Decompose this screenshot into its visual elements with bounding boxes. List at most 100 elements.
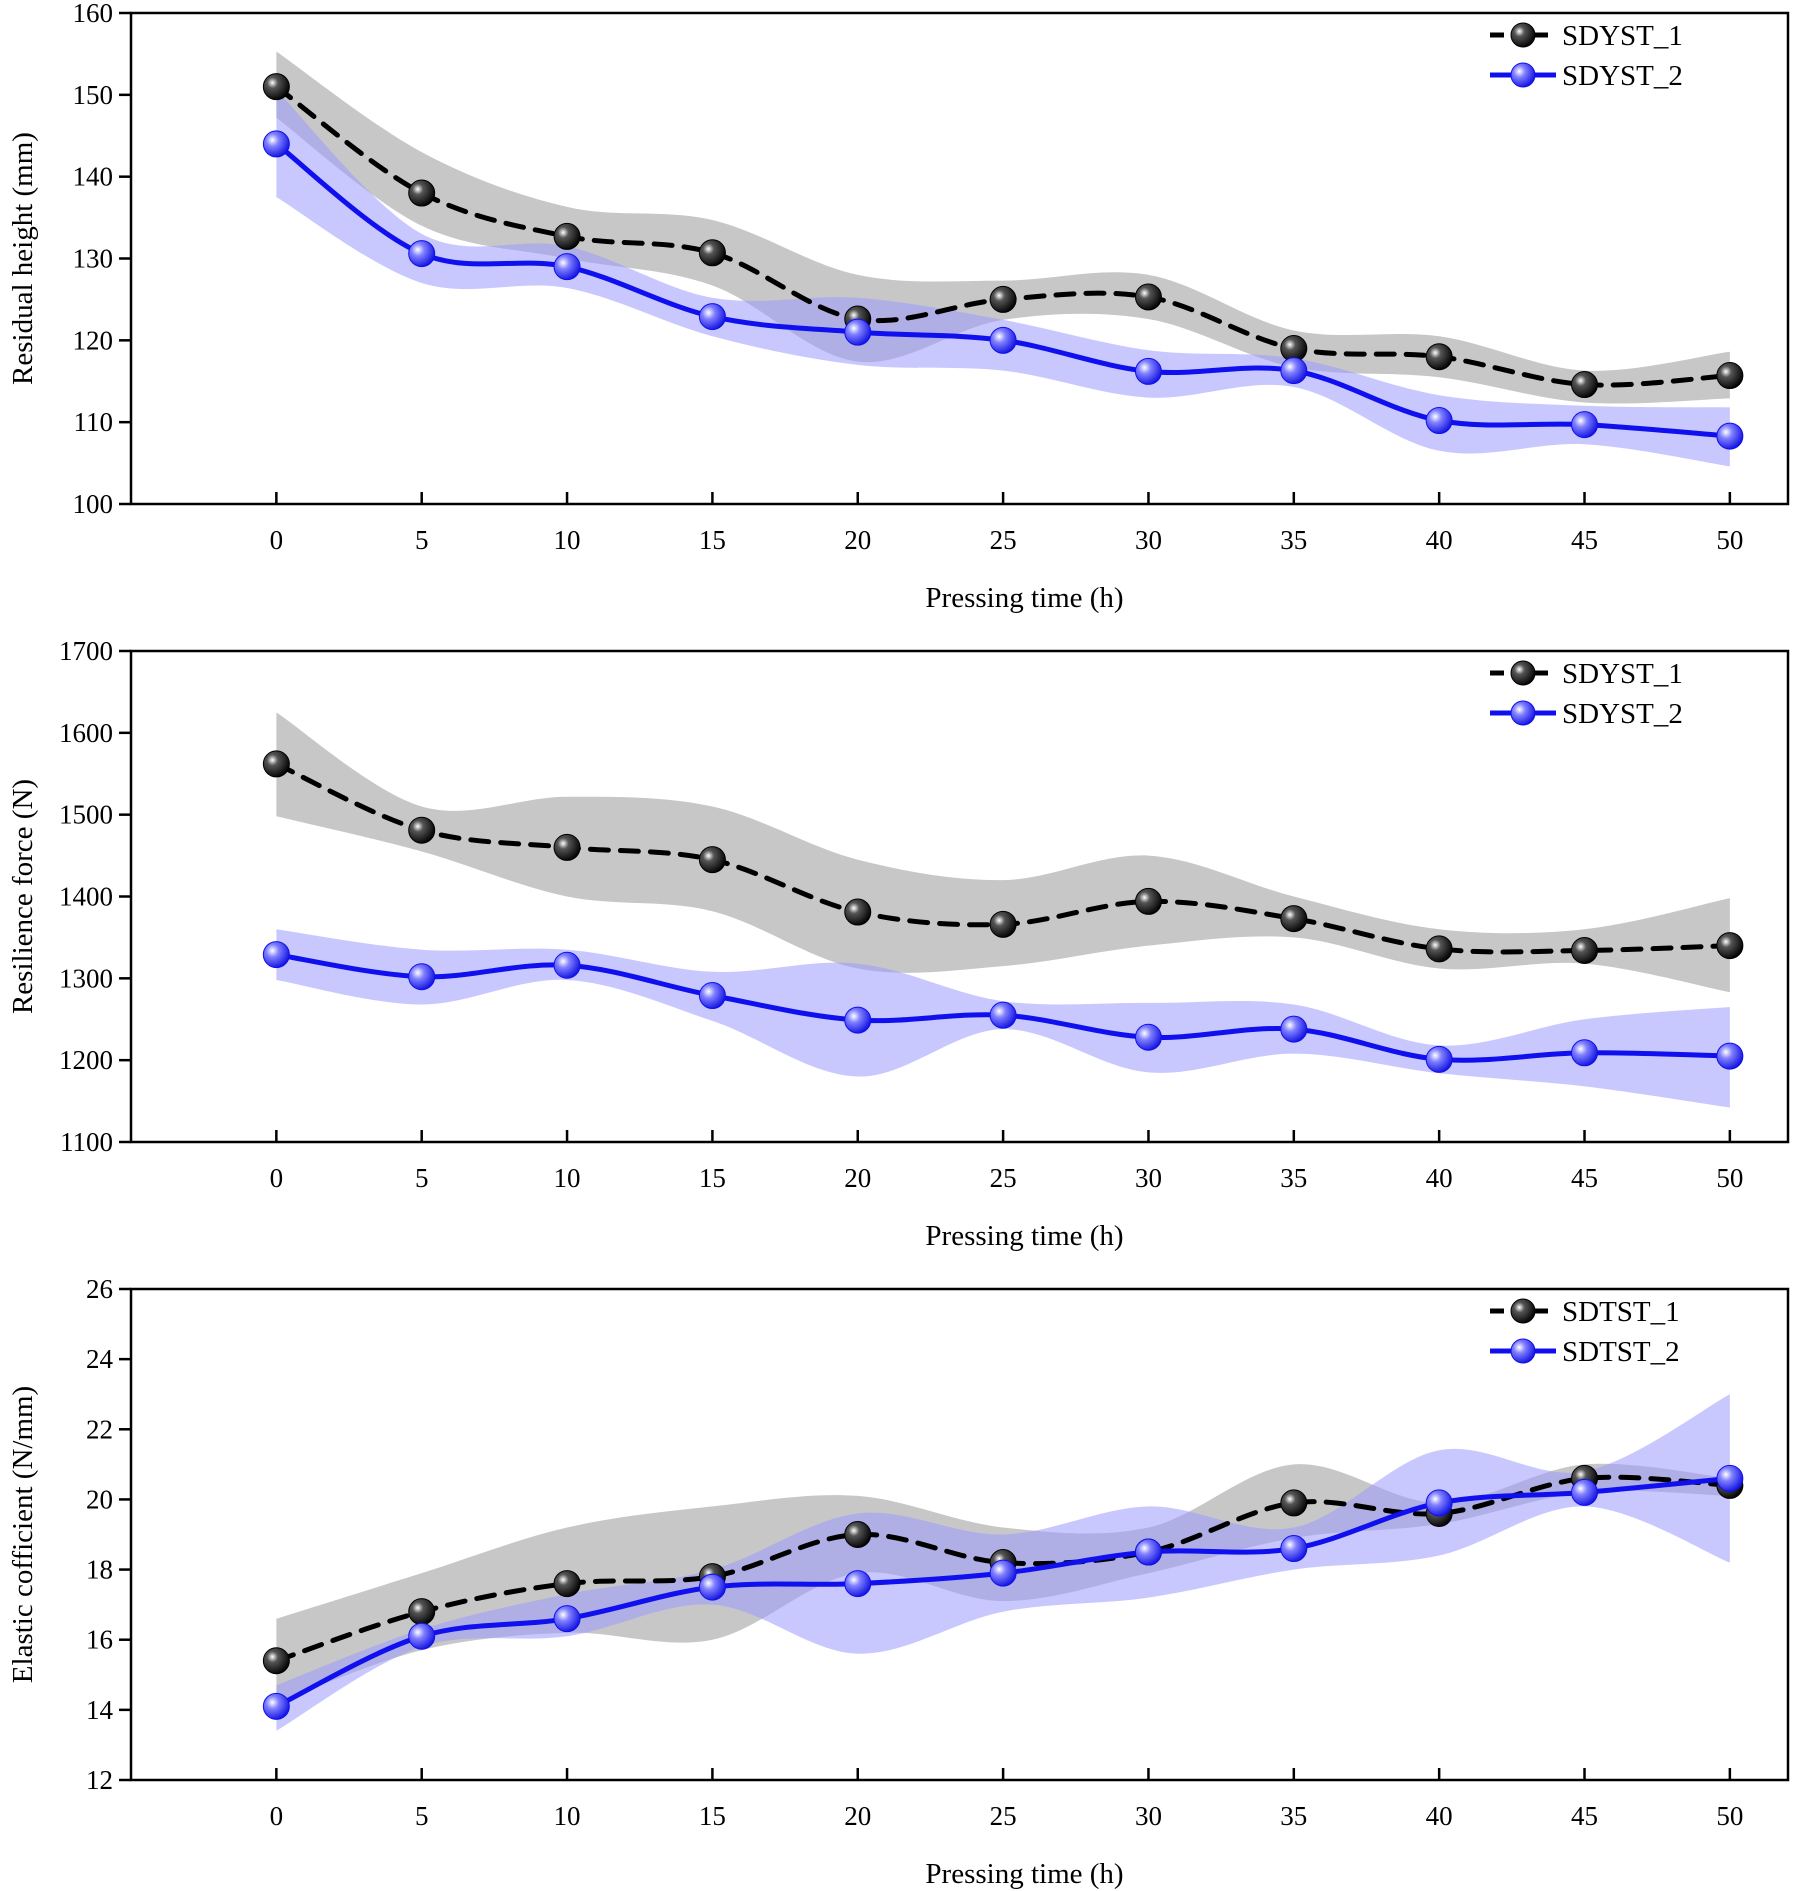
legend-label-2: SDYST_2 (1562, 698, 1683, 730)
legend-marker-1 (1510, 660, 1536, 686)
data-point-sdtst-2 (1425, 1489, 1453, 1517)
data-point-sdyst-2 (1571, 411, 1599, 439)
data-point-sdtst-2 (1571, 1478, 1599, 1506)
x-tick-label: 0 (270, 525, 284, 555)
data-point-sdyst-2 (1716, 422, 1744, 450)
x-tick-label: 25 (990, 1163, 1017, 1193)
data-point-sdtst-1 (844, 1521, 872, 1548)
legend-marker-1 (1510, 1298, 1536, 1324)
x-tick-label: 30 (1135, 1163, 1162, 1193)
data-point-sdtst-1 (262, 1647, 290, 1675)
x-tick-label: 45 (1571, 525, 1598, 555)
data-point-sdyst-2 (262, 941, 290, 969)
data-point-sdtst-1 (553, 1570, 581, 1598)
data-point-sdyst-2 (698, 982, 726, 1010)
x-tick-label: 10 (554, 1801, 581, 1831)
data-point-sdyst-1 (262, 750, 290, 778)
y-tick-label: 1600 (59, 718, 113, 748)
y-axis-title: Elastic cofficient (N/mm) (7, 1386, 39, 1683)
x-tick-label: 40 (1426, 525, 1453, 555)
data-point-sdyst-1 (1571, 371, 1599, 399)
y-tick-label: 1200 (59, 1045, 113, 1075)
chart-panel-3: 12 14 16 18 20 22 24 26 0 5 10 15 20 25 30 35 40 45 50 Pres… (7, 1274, 1790, 1890)
y-tick-label: 160 (73, 0, 114, 28)
data-point-sdyst-1 (1716, 362, 1744, 390)
x-tick-label: 40 (1426, 1163, 1453, 1193)
data-point-sdtst-2 (1134, 1538, 1162, 1566)
x-tick-label: 40 (1426, 1801, 1453, 1831)
x-tick-label: 15 (699, 525, 726, 555)
y-tick-label: 20 (86, 1484, 113, 1514)
x-tick-label: 45 (1571, 1801, 1598, 1831)
legend-label-1: SDYST_1 (1562, 20, 1683, 52)
x-tick-label: 50 (1716, 1163, 1743, 1193)
data-point-sdyst-2 (553, 951, 581, 979)
y-tick-label: 110 (74, 407, 114, 437)
data-point-sdtst-2 (553, 1605, 581, 1633)
data-point-sdyst-2 (1425, 407, 1453, 435)
x-tick-label: 15 (699, 1163, 726, 1193)
data-point-sdtst-2 (989, 1559, 1017, 1587)
data-point-sdyst-1 (698, 239, 726, 267)
x-tick-label: 15 (699, 1801, 726, 1831)
x-tick-label: 50 (1716, 1801, 1743, 1831)
data-point-sdyst-1 (408, 816, 436, 844)
x-tick-label: 30 (1135, 1801, 1162, 1831)
x-tick-label: 45 (1571, 1163, 1598, 1193)
data-point-sdyst-2 (844, 318, 872, 346)
x-tick-label: 25 (990, 1801, 1017, 1831)
y-tick-label: 130 (73, 244, 114, 274)
data-point-sdtst-2 (1716, 1464, 1744, 1492)
legend-marker-2 (1510, 62, 1536, 88)
x-axis-title: Pressing time (h) (925, 1220, 1123, 1252)
x-tick-label: 5 (415, 1163, 429, 1193)
y-tick-label: 24 (86, 1344, 114, 1374)
legend-label-2: SDTST_2 (1562, 1336, 1680, 1368)
data-point-sdyst-1 (1571, 937, 1599, 965)
data-point-sdyst-2 (1716, 1042, 1744, 1070)
y-axis-title: Resilience force (N) (7, 779, 39, 1014)
data-point-sdyst-1 (698, 846, 726, 874)
y-tick-label: 1400 (59, 882, 113, 912)
x-tick-label: 25 (990, 525, 1017, 555)
data-point-sdyst-2 (553, 253, 581, 281)
data-point-sdyst-1 (408, 179, 436, 207)
data-point-sdyst-2 (1280, 1015, 1308, 1043)
confidence-band-sdyst-2 (276, 89, 1730, 467)
y-tick-label: 150 (73, 80, 114, 110)
chart-panel-2: 1100 1200 1300 1400 1500 1600 1700 0 5 10 15 20 25 30… (7, 636, 1790, 1252)
data-point-sdtst-2 (698, 1573, 726, 1601)
legend-marker-2 (1510, 1338, 1536, 1364)
x-axis-title: Pressing time (h) (925, 582, 1123, 614)
legend-label-1: SDTST_1 (1562, 1296, 1680, 1328)
data-point-sdyst-2 (1134, 1023, 1162, 1051)
x-tick-label: 10 (554, 525, 581, 555)
data-point-sdyst-1 (844, 898, 872, 926)
x-tick-label: 5 (415, 525, 429, 555)
x-tick-label: 20 (844, 1163, 871, 1193)
y-tick-label: 1700 (59, 636, 113, 666)
data-point-sdyst-1 (1134, 887, 1162, 915)
x-tick-label: 35 (1280, 1163, 1307, 1193)
data-point-sdyst-1 (1716, 932, 1744, 960)
data-point-sdyst-2 (1134, 357, 1162, 385)
data-point-sdyst-1 (553, 222, 581, 250)
x-tick-label: 20 (844, 525, 871, 555)
data-point-sdtst-1 (1280, 1489, 1308, 1517)
legend-marker-2 (1510, 700, 1536, 726)
legend-marker-1 (1510, 22, 1536, 48)
data-point-sdyst-1 (989, 285, 1017, 313)
data-point-sdtst-2 (844, 1570, 872, 1598)
data-point-sdyst-1 (1425, 343, 1453, 371)
data-point-sdtst-2 (408, 1622, 436, 1650)
data-point-sdyst-2 (1280, 357, 1308, 385)
legend-label-2: SDYST_2 (1562, 60, 1683, 92)
y-tick-label: 16 (86, 1625, 113, 1655)
data-point-sdyst-1 (1280, 905, 1308, 933)
x-tick-label: 35 (1280, 525, 1307, 555)
data-point-sdyst-2 (844, 1006, 872, 1034)
x-tick-label: 10 (554, 1163, 581, 1193)
data-point-sdyst-2 (262, 130, 290, 158)
data-point-sdyst-2 (1425, 1045, 1453, 1073)
